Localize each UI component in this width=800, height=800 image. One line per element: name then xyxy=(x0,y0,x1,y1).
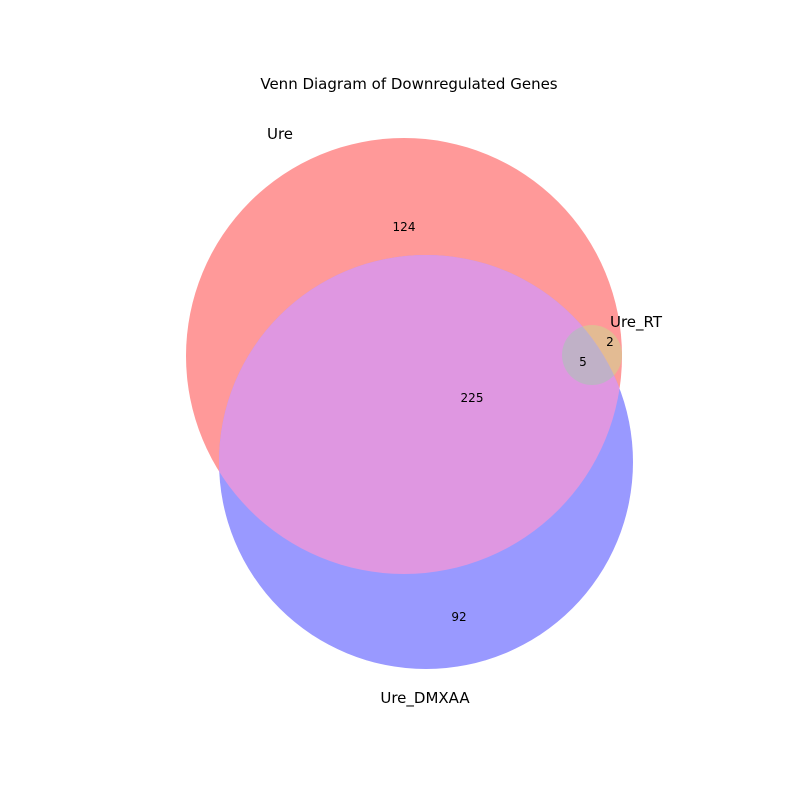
count-ure-and-ure-dmxaa: 225 xyxy=(461,391,484,405)
count-ure-only: 124 xyxy=(393,220,416,234)
count-ure-dmxaa-only: 92 xyxy=(451,610,466,624)
set-label-ure-rt: Ure_RT xyxy=(610,313,663,332)
set-label-ure: Ure xyxy=(267,125,293,143)
count-ure-rt-only: 2 xyxy=(606,335,614,349)
count-all-three: 5 xyxy=(579,355,587,369)
set-label-ure-dmxaa: Ure_DMXAA xyxy=(380,689,470,708)
diagram-title: Venn Diagram of Downregulated Genes xyxy=(260,75,557,93)
